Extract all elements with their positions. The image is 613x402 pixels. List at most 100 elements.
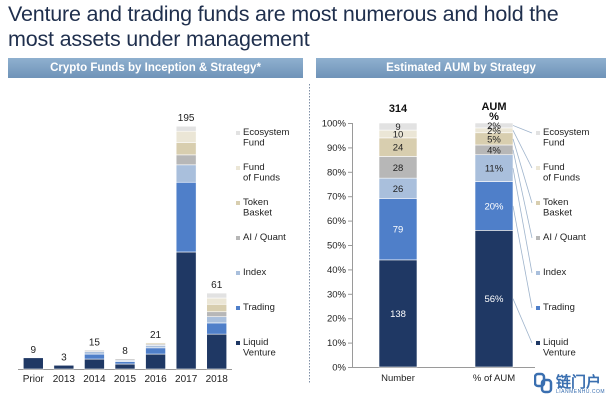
left-bar-2017-liquid-venture [175,251,197,370]
left-bar-2014-trading [84,353,105,360]
left-bar-2017-trading [175,181,197,253]
left-bar-2015-liquid-venture [114,363,136,370]
right-y-tick-6: 60% [327,216,347,227]
right-legend-label-ai-quant: AI / Quant [543,232,586,243]
right-y-tick-9: 90% [327,143,347,154]
left-x-tick-2017: 2017 [175,374,198,385]
left-bar-2017-ecosystem-fund [175,125,197,132]
left-bar-2016-liquid-venture [145,353,166,370]
right-bar-number-liquid-venture [378,259,418,368]
left-total-label-2013: 3 [61,352,67,363]
right-column-header-aum: AUM% [481,101,506,123]
left-bar-2015-ai-quant [114,358,136,361]
left-legend-swatch-ai-quant [236,236,240,240]
left-bar-2018-ai-quant [206,311,228,318]
left-bar-2016-token-basket [145,342,166,345]
right-connector-token-basket [512,138,533,204]
right-data-label-number-ecosystem-fund: 9 [395,122,400,133]
right-bar-number-ecosystem-fund [378,122,418,131]
right-legend-swatch-index [536,271,540,275]
left-bar-2018-index [206,316,228,324]
left-total-label-2016: 21 [150,330,162,341]
right-bar-of-aum-trading [474,181,514,231]
left-bar-2018-trading [206,322,228,335]
right-legend-label-index: Index [543,267,566,278]
left-x-tick-2014: 2014 [83,374,106,385]
left-legend-label-fund-of-funds: Fund of Funds [243,162,280,184]
left-legend-swatch-fund-of-funds [236,166,240,170]
left-x-tick-2018: 2018 [206,374,229,385]
right-data-label-number-index: 26 [393,184,404,195]
right-column-header-number: 314 [389,103,408,115]
right-y-tick-8: 80% [327,167,347,178]
left-legend-swatch-ecosystem-fund [236,131,240,135]
left-x-tick-2013: 2013 [53,374,76,385]
right-data-label-of-aum-token-basket: 5% [487,134,501,145]
right-y-tick-5: 50% [327,241,347,252]
right-legend-label-ecosystem-fund: Ecosystem Fund [543,127,590,149]
left-legend-label-index: Index [243,267,266,278]
left-x-tick-2016: 2016 [144,374,167,385]
right-panel-title: Estimated AUM by Strategy [316,58,606,78]
left-total-label-2017: 195 [178,113,195,124]
right-y-tick-10: 100% [322,119,347,130]
left-bar-2018-liquid-venture [206,333,228,370]
right-data-label-number-token-basket: 24 [393,143,404,154]
left-x-tick-2015: 2015 [114,374,137,385]
right-legend-swatch-trading [536,306,540,310]
right-legend-swatch-ai-quant [536,236,540,240]
left-legend-swatch-index [236,271,240,275]
right-connector-liquid-venture [512,298,533,344]
right-y-tick-4: 40% [327,265,347,276]
left-bar-2018-ecosystem-fund [206,292,228,299]
left-total-label-2014: 15 [89,337,101,348]
right-data-label-of-aum-index: 11% [485,164,504,175]
right-data-label-number-fund-of-funds: 10 [393,129,404,140]
right-y-tick-3: 30% [327,289,347,300]
right-data-label-number-liquid-venture: 138 [390,309,406,320]
right-legend-label-fund-of-funds: Fund of Funds [543,162,580,184]
left-total-label-2018: 61 [211,280,223,291]
left-legend-label-liquid-venture: Liquid Venture [243,337,276,359]
left-bar-2017-index [175,164,197,183]
right-connector-ai-quant [512,149,533,239]
right-legend-label-liquid-venture: Liquid Venture [543,337,576,359]
left-total-label-2015: 8 [122,346,128,357]
chain-logo-icon [534,372,553,394]
left-bar-2018-fund-of-funds [206,297,228,305]
right-connector-index [512,168,533,274]
left-legend-swatch-trading [236,306,240,310]
right-connector-fund-of-funds [512,130,533,169]
left-legend-label-ai-quant: AI / Quant [243,232,286,243]
right-y-tick-7: 70% [327,192,347,203]
right-data-label-of-aum-ecosystem-fund: 2% [487,121,501,132]
left-legend-swatch-liquid-venture [236,341,240,345]
left-bar-2015-trading [114,361,136,365]
left-bar-2017-ai-quant [175,154,197,166]
left-bar-2014-liquid-venture [84,358,105,370]
left-total-label-prior: 9 [31,345,37,356]
right-legend-label-token-basket: Token Basket [543,197,572,219]
left-bar-2013-liquid-venture [53,364,75,370]
right-data-label-of-aum-liquid-venture: 56% [484,294,504,305]
watermark-text: 链门户 [556,374,602,391]
right-data-label-of-aum-ai-quant: 4% [487,145,501,156]
left-bar-2016-trading [145,347,166,355]
right-data-label-of-aum-fund-of-funds: 2% [487,126,501,137]
right-legend-swatch-ecosystem-fund [536,131,540,135]
left-bar-2014-ai-quant [84,350,105,352]
watermark: 链门户 LIANMENHU.COM [532,370,610,398]
left-legend-label-token-basket: Token Basket [243,197,272,219]
left-bar-2017-token-basket [175,142,197,156]
left-bar-2018-token-basket [206,303,228,313]
right-legend-swatch-liquid-venture [536,341,540,345]
left-bar-2017-fund-of-funds [175,130,197,143]
watermark-subtext: LIANMENHU.COM [556,389,606,395]
right-y-tick-2: 20% [327,314,347,325]
right-bar-of-aum-liquid-venture [474,230,514,368]
right-connector-ecosystem-fund [512,125,533,134]
right-x-tick-number: Number [381,373,415,384]
right-legend-label-trading: Trading [543,302,575,313]
left-legend-swatch-token-basket [236,201,240,205]
